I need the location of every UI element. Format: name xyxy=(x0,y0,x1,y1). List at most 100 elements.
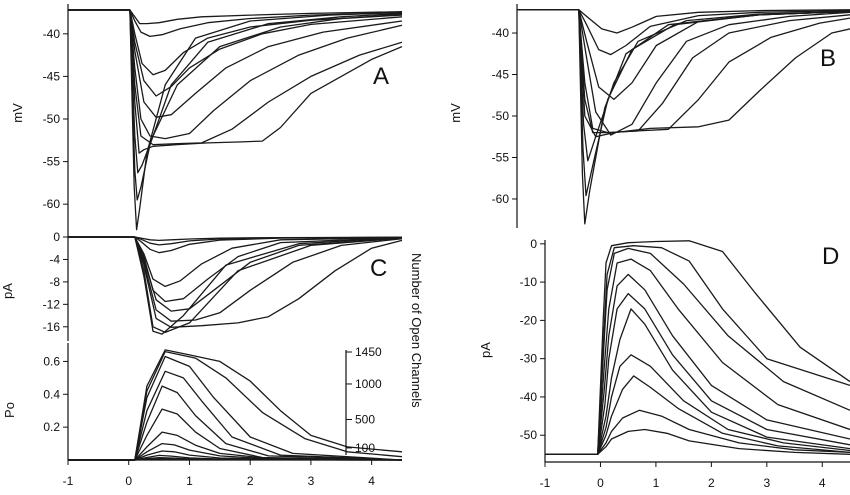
panel-c-po-ylabel: Po xyxy=(2,402,17,418)
series-line-1 xyxy=(517,9,850,34)
panel-d: -50-40-30-20-100-1 0 1 2 3 4 D pA xyxy=(478,237,850,490)
y-tick-label: -55 xyxy=(43,155,61,169)
series-line-8 xyxy=(68,236,403,328)
series-line-2 xyxy=(68,236,403,246)
y-tick-label: -16 xyxy=(43,320,61,334)
y-tick-label: -60 xyxy=(43,197,61,211)
y-tick-label: -4 xyxy=(49,252,60,266)
series-line-3 xyxy=(545,375,850,455)
y-tick-label: -10 xyxy=(520,275,538,289)
x-tick-label: 3 xyxy=(763,476,770,490)
panel-d-ylabel: pA xyxy=(478,342,493,358)
y-tick-label: -40 xyxy=(520,390,538,404)
series-line-5 xyxy=(68,9,403,118)
y-tick-label: -60 xyxy=(492,192,510,206)
x-tick-label: -1 xyxy=(540,476,551,490)
panel-c-po-traces xyxy=(68,349,403,461)
series-line-7 xyxy=(517,9,850,138)
series-line-8 xyxy=(545,258,850,455)
y-tick-label: 0 xyxy=(530,237,537,251)
series-line-11 xyxy=(68,350,403,461)
panel-c-po-ticks: 0.2 0.4 0.6 -1 0 1 2 3 4 xyxy=(43,354,375,488)
series-line-7 xyxy=(68,408,403,461)
y-tick-label: -55 xyxy=(492,150,510,164)
series-line-9 xyxy=(517,9,850,197)
series-line-10 xyxy=(68,355,403,461)
y-tick-label: -30 xyxy=(520,352,538,366)
series-line-6 xyxy=(68,9,403,140)
panel-c-traces xyxy=(68,236,403,335)
panel-d-traces xyxy=(545,240,850,455)
series-line-1 xyxy=(545,428,850,455)
series-line-10 xyxy=(68,9,403,201)
series-line-11 xyxy=(68,9,403,231)
y-tick-label: 0.6 xyxy=(43,354,60,368)
series-line-11 xyxy=(545,240,850,455)
channels-tick-label: 100 xyxy=(355,441,375,455)
series-line-5 xyxy=(545,308,850,455)
channels-tick-label: 500 xyxy=(355,412,375,426)
panel-c-ticks: -16 -12 -8 -4 0 xyxy=(43,230,68,334)
panel-b-ylabel: mV xyxy=(448,103,463,123)
channels-tick-label: 1450 xyxy=(355,345,382,359)
series-line-6 xyxy=(545,292,850,455)
panel-c-label: C xyxy=(370,255,387,282)
series-line-10 xyxy=(68,236,403,335)
series-line-2 xyxy=(545,409,850,455)
y-tick-label: 0.2 xyxy=(43,420,60,434)
series-line-10 xyxy=(517,9,850,225)
x-tick-label: 4 xyxy=(368,474,375,488)
panel-a-traces xyxy=(68,9,403,231)
panel-c-po: 0.2 0.4 0.6 -1 0 1 2 3 4 Po 100 500 1000 1450 Numbe… xyxy=(2,253,424,488)
series-line-3 xyxy=(68,9,403,76)
panel-b-label: B xyxy=(820,45,836,72)
y-tick-label: -50 xyxy=(492,109,510,123)
series-line-10 xyxy=(545,245,850,455)
series-line-8 xyxy=(517,9,850,162)
y-tick-label: 0.4 xyxy=(43,387,60,401)
panel-a-ticks: -60 -55 -50 -45 -40 xyxy=(43,27,68,211)
panel-c: -16 -12 -8 -4 0 C pA xyxy=(0,230,403,341)
panel-a-label: A xyxy=(373,63,389,90)
x-tick-label: 1 xyxy=(186,474,193,488)
series-line-8 xyxy=(68,9,403,154)
series-line-9 xyxy=(545,247,850,455)
panel-d-ticks: -50-40-30-20-100-1 0 1 2 3 4 xyxy=(520,237,826,490)
panel-a-ylabel: mV xyxy=(10,103,25,123)
series-line-4 xyxy=(68,9,403,97)
series-line-4 xyxy=(545,354,850,455)
x-tick-label: 2 xyxy=(708,476,715,490)
x-tick-label: 4 xyxy=(819,476,826,490)
y-tick-label: -40 xyxy=(43,27,61,41)
series-line-7 xyxy=(68,236,403,322)
series-line-6 xyxy=(68,431,403,461)
series-line-5 xyxy=(68,442,403,461)
x-tick-label: 2 xyxy=(247,474,254,488)
series-line-9 xyxy=(68,370,403,461)
x-tick-label: 0 xyxy=(125,474,132,488)
series-line-6 xyxy=(517,9,850,134)
panel-a: -60 -55 -50 -45 -40 A mV xyxy=(10,4,403,234)
y-tick-label: -50 xyxy=(520,428,538,442)
series-line-2 xyxy=(68,9,403,38)
y-tick-label: -8 xyxy=(49,275,60,289)
x-tick-label: 1 xyxy=(653,476,660,490)
panel-b-traces xyxy=(517,9,850,225)
channels-tick-label: 1000 xyxy=(355,377,382,391)
series-line-5 xyxy=(68,236,403,303)
series-line-7 xyxy=(545,273,850,455)
y-tick-label: -50 xyxy=(43,112,61,126)
series-line-2 xyxy=(517,9,850,56)
series-line-4 xyxy=(517,9,850,136)
series-line-12 xyxy=(68,349,403,461)
y-tick-label: -12 xyxy=(43,297,61,311)
x-tick-label: 0 xyxy=(597,476,604,490)
series-line-8 xyxy=(68,385,403,461)
panel-b: -60 -55 -50 -45 -40 B mV xyxy=(448,4,850,228)
y-tick-label: 0 xyxy=(53,230,60,244)
series-line-3 xyxy=(68,236,403,254)
series-line-7 xyxy=(68,9,403,146)
x-tick-label: -1 xyxy=(63,474,74,488)
y-tick-label: -45 xyxy=(492,68,510,82)
